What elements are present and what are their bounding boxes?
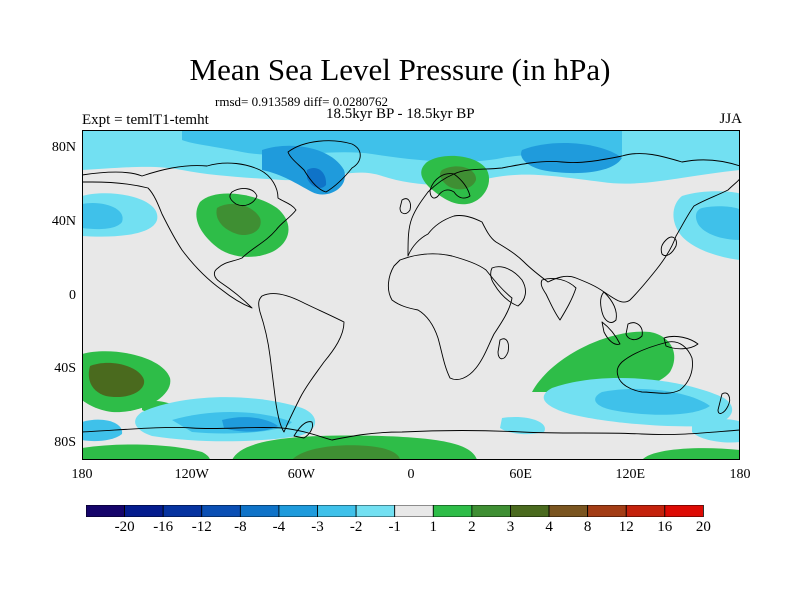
colorbar-label: -20 [114, 519, 135, 535]
colorbar-swatch [394, 505, 434, 517]
british-isles [399, 198, 411, 215]
colorbar-label: 1 [429, 519, 438, 535]
colorbar-label: -1 [388, 519, 401, 535]
colorbar-label: -8 [234, 519, 247, 535]
colorbar-swatch [664, 505, 704, 517]
colorbar-swatch [162, 505, 203, 517]
lon-tick-label: 180 [729, 467, 751, 482]
antarctic-peninsula [293, 421, 313, 439]
new-guinea [663, 335, 699, 350]
colorbar-label: -16 [153, 519, 174, 535]
greenland [287, 140, 361, 193]
colorbar-swatch [432, 505, 473, 517]
south-pacific-high-core [88, 362, 145, 398]
period-label: 18.5kyr BP - 18.5kyr BP [326, 106, 475, 122]
lat-tick-label: 0 [69, 288, 76, 303]
indian-southern-low-inner [595, 388, 710, 415]
borneo [625, 322, 643, 341]
colorbar-label: -4 [272, 519, 286, 535]
colorbar-label: 16 [657, 519, 673, 535]
south-atlantic-edge-low [500, 416, 545, 435]
eurasia [407, 153, 740, 303]
coastlines [82, 140, 740, 441]
southeast-asia [600, 291, 617, 323]
lon-tick-label: 120W [174, 467, 209, 482]
south-america [258, 293, 345, 433]
experiment-label: Expt = temlT1-temht [82, 112, 209, 128]
west-pacific-low-core [82, 202, 123, 230]
colorbar-label: -3 [311, 519, 324, 535]
north-america-high-core [216, 203, 261, 236]
colorbar-label: 3 [506, 519, 515, 535]
arabia [490, 266, 526, 307]
colorbar-swatch [471, 505, 511, 517]
africa [387, 253, 513, 380]
stats-line: rmsd= 0.913589 diff= 0.0280762 [215, 94, 388, 109]
colorbar-label: 4 [545, 519, 553, 535]
colorbar-label: 20 [695, 519, 711, 535]
lon-tick-label: 60W [287, 467, 315, 482]
lon-tick-label: 60E [509, 467, 532, 482]
colorbar-label: -12 [191, 519, 212, 535]
colorbar-label: 8 [583, 519, 592, 535]
antarctic-edge-low [692, 418, 740, 443]
madagascar [497, 338, 509, 360]
colorbar-swatch [625, 505, 666, 517]
antarctic-high-east [642, 448, 740, 460]
colorbar-swatch [278, 505, 318, 517]
indian-ocean-high [532, 331, 675, 392]
colorbar-swatch [239, 505, 280, 517]
lat-tick-label: 80S [54, 435, 76, 450]
colorbar-swatch [587, 505, 627, 517]
colorbar [86, 505, 704, 517]
north-america-coast [82, 162, 297, 309]
lon-tick-label: 0 [407, 467, 415, 482]
scandinavia [429, 173, 471, 199]
hudson-bay [229, 188, 258, 207]
antarctic-high-west [82, 444, 210, 460]
lat-tick-label: 40N [51, 214, 76, 229]
pressure-anomaly-fields [82, 130, 740, 460]
japan [660, 236, 677, 257]
colorbar-swatch [201, 505, 241, 517]
map-frame [82, 130, 740, 460]
colorbar-label: 2 [468, 519, 476, 535]
colorbar-swatch [548, 505, 589, 517]
colorbar-swatch [86, 505, 125, 517]
lat-tick-label: 80N [51, 140, 76, 155]
greenland-low-core [307, 167, 327, 189]
colorbar-label: 12 [618, 519, 634, 535]
colorbar-swatch [355, 505, 396, 517]
lon-tick-label: 180 [71, 467, 93, 482]
world-map [82, 130, 740, 460]
antarctic-high-core [292, 445, 400, 460]
colorbar-swatch [510, 505, 550, 517]
colorbar-swatch [317, 505, 357, 517]
colorbar-swatch [124, 505, 164, 517]
plot-title: Mean Sea Level Pressure (in hPa) [189, 52, 611, 87]
india [540, 277, 577, 321]
south-pacific-edge-low [82, 419, 123, 442]
season-label: JJA [719, 111, 742, 127]
east-pacific-low-core [695, 206, 740, 240]
colorbar-label: -2 [349, 519, 363, 535]
lat-tick-label: 40S [54, 361, 76, 376]
australia [616, 341, 693, 394]
new-zealand [717, 392, 731, 414]
antarctica [82, 426, 740, 441]
lon-tick-label: 120E [615, 467, 646, 482]
sumatra [601, 321, 621, 345]
siberia-low [521, 143, 622, 174]
